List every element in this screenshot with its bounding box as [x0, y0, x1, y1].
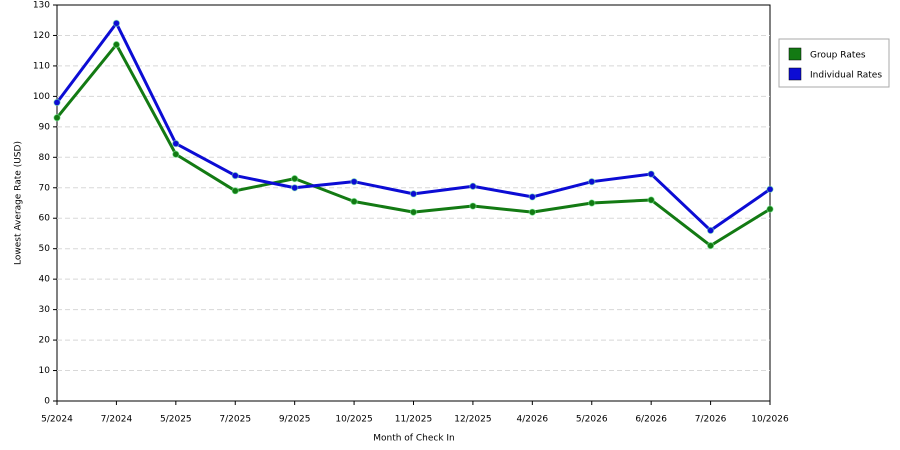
x-tick-label: 5/2025	[160, 415, 192, 425]
legend-swatch	[788, 47, 802, 61]
data-point	[706, 241, 715, 250]
x-axis-title: Month of Check In	[373, 434, 455, 444]
y-tick-label: 40	[39, 275, 51, 285]
data-point	[172, 139, 180, 148]
legend-label: Group Rates	[810, 51, 866, 61]
data-point	[409, 208, 418, 216]
x-tick-label: 5/2024	[41, 415, 73, 425]
data-point	[350, 177, 358, 186]
data-point	[647, 196, 655, 204]
x-tick-label: 4/2026	[516, 415, 548, 425]
data-point	[588, 199, 596, 207]
y-tick-label: 130	[33, 1, 50, 11]
x-tick-label: 9/2025	[279, 415, 311, 425]
data-point	[766, 205, 774, 213]
y-tick-label: 90	[39, 122, 51, 132]
y-tick-label: 110	[33, 61, 50, 71]
x-tick-label: 11/2025	[395, 415, 432, 425]
y-tick-label: 120	[33, 31, 50, 41]
data-point	[409, 190, 418, 198]
data-point	[647, 170, 655, 178]
data-point	[528, 193, 537, 201]
x-tick-label: 10/2025	[335, 415, 372, 425]
data-point	[528, 208, 537, 216]
data-point	[231, 171, 239, 180]
data-point	[112, 40, 121, 49]
data-point	[290, 184, 299, 192]
data-point	[588, 177, 596, 186]
plot-area	[56, 4, 771, 402]
data-point	[469, 182, 477, 190]
data-point	[350, 197, 358, 206]
data-point	[231, 187, 239, 195]
y-tick-label: 20	[39, 336, 51, 346]
y-tick-label: 10	[39, 366, 51, 376]
x-tick-label: 7/2025	[219, 415, 251, 425]
legend-label: Individual Rates	[810, 71, 882, 81]
y-tick-label: 30	[39, 305, 51, 315]
data-point	[469, 202, 477, 210]
x-tick-label: 6/2026	[635, 415, 667, 425]
x-tick-label: 7/2024	[101, 415, 133, 425]
data-point	[766, 185, 774, 193]
y-tick-label: 60	[39, 214, 51, 224]
data-point	[290, 174, 299, 183]
data-point	[706, 226, 715, 235]
y-tick-label: 70	[39, 183, 51, 193]
data-point	[53, 98, 61, 107]
x-tick-label: 5/2026	[576, 415, 608, 425]
legend: Group Rates Individual Rates	[778, 38, 890, 88]
y-tick-label: 80	[39, 153, 51, 163]
data-point	[53, 114, 61, 122]
data-point	[112, 19, 121, 27]
y-tick-label: 50	[39, 244, 51, 254]
legend-swatch	[788, 67, 802, 81]
x-tick-label: 12/2025	[454, 415, 491, 425]
y-tick-label: 100	[33, 92, 50, 102]
y-tick-label: 0	[44, 397, 50, 407]
x-tick-label: 10/2026	[751, 415, 789, 425]
x-tick-label: 7/2026	[695, 415, 727, 425]
y-axis-title: Lowest Average Rate (USD)	[14, 141, 24, 265]
data-point	[172, 150, 180, 158]
